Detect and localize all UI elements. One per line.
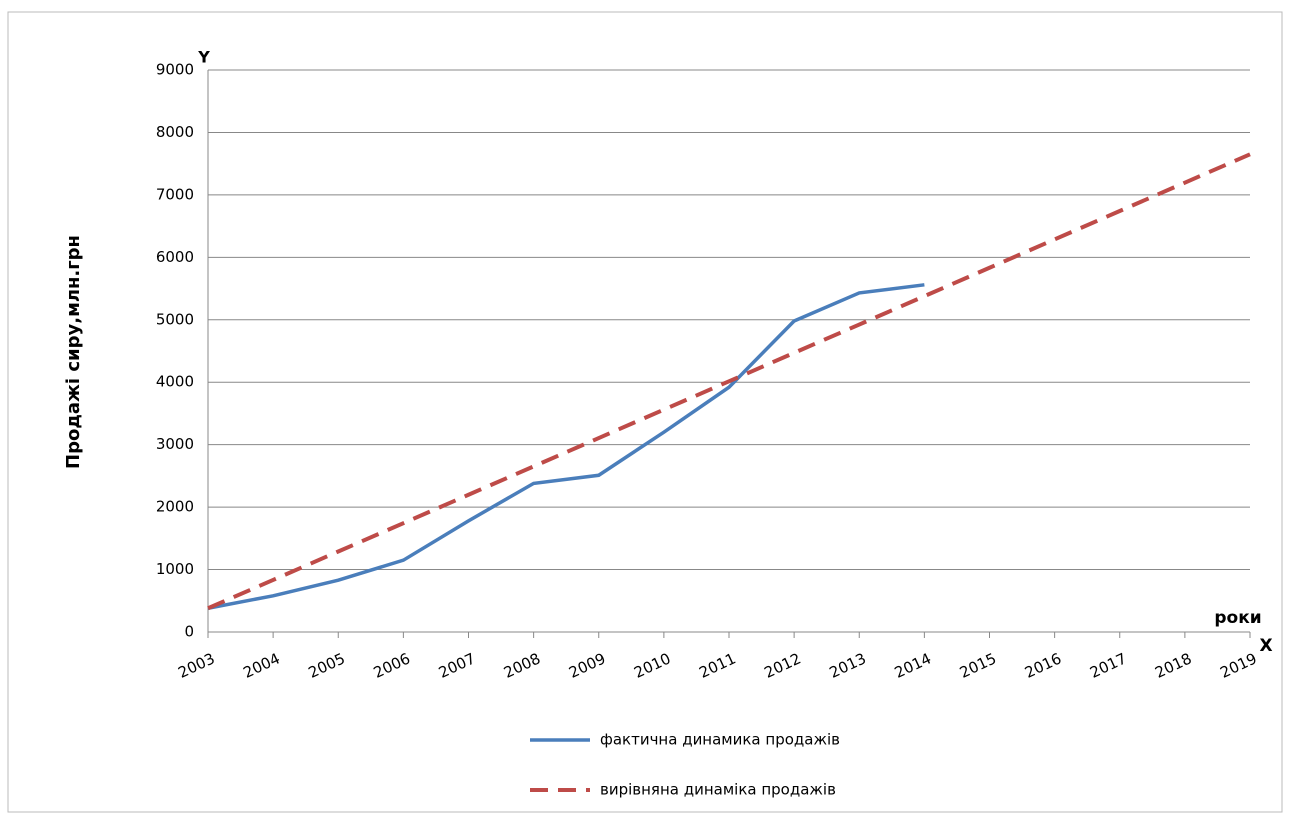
x-tick-label: 2004 — [241, 649, 283, 681]
x-axis-name: X — [1259, 636, 1272, 656]
y-axis-name: Y — [197, 48, 210, 67]
x-tick-label: 2006 — [371, 649, 413, 681]
x-tick-label: 2012 — [762, 649, 804, 681]
x-tick-label: 2008 — [501, 649, 543, 681]
x-tick-label: 2003 — [175, 649, 217, 681]
x-tick-label: 2014 — [892, 649, 934, 681]
x-tick-label: 2013 — [827, 649, 869, 681]
y-tick-label: 3000 — [156, 435, 194, 453]
y-tick-label: 0 — [184, 623, 194, 641]
y-tick-label: 9000 — [156, 61, 194, 79]
y-tick-label: 5000 — [156, 310, 194, 328]
x-tick-label: 2009 — [566, 649, 608, 681]
chart-border — [7, 11, 1283, 813]
x-tick-label: 2007 — [436, 649, 478, 681]
x-tick-label: 2011 — [696, 649, 738, 681]
x-tick-label: 2017 — [1087, 649, 1129, 681]
y-axis-label: Продажі сиру,млн.грн — [63, 235, 84, 469]
y-tick-label: 2000 — [156, 498, 194, 516]
x-tick-label: 2005 — [306, 649, 348, 681]
x-tick-label: 2019 — [1217, 649, 1259, 681]
y-tick-label: 1000 — [156, 560, 194, 578]
series-line — [207, 152, 1251, 611]
legend-label: вирівняна динаміка продажів — [600, 781, 836, 799]
x-tick-label: 2016 — [1022, 649, 1064, 681]
x-axis-label: роки — [1214, 608, 1261, 628]
y-tick-label: 8000 — [156, 123, 194, 141]
x-tick-label: 2010 — [631, 649, 673, 681]
y-tick-label: 6000 — [156, 248, 194, 266]
x-tick-label: 2015 — [957, 649, 999, 681]
y-tick-label: 7000 — [156, 185, 194, 203]
x-tick-label: 2018 — [1152, 649, 1194, 681]
legend-label: фактична динамика продажів — [600, 731, 840, 749]
series-line — [207, 283, 925, 610]
y-tick-label: 4000 — [156, 373, 194, 391]
